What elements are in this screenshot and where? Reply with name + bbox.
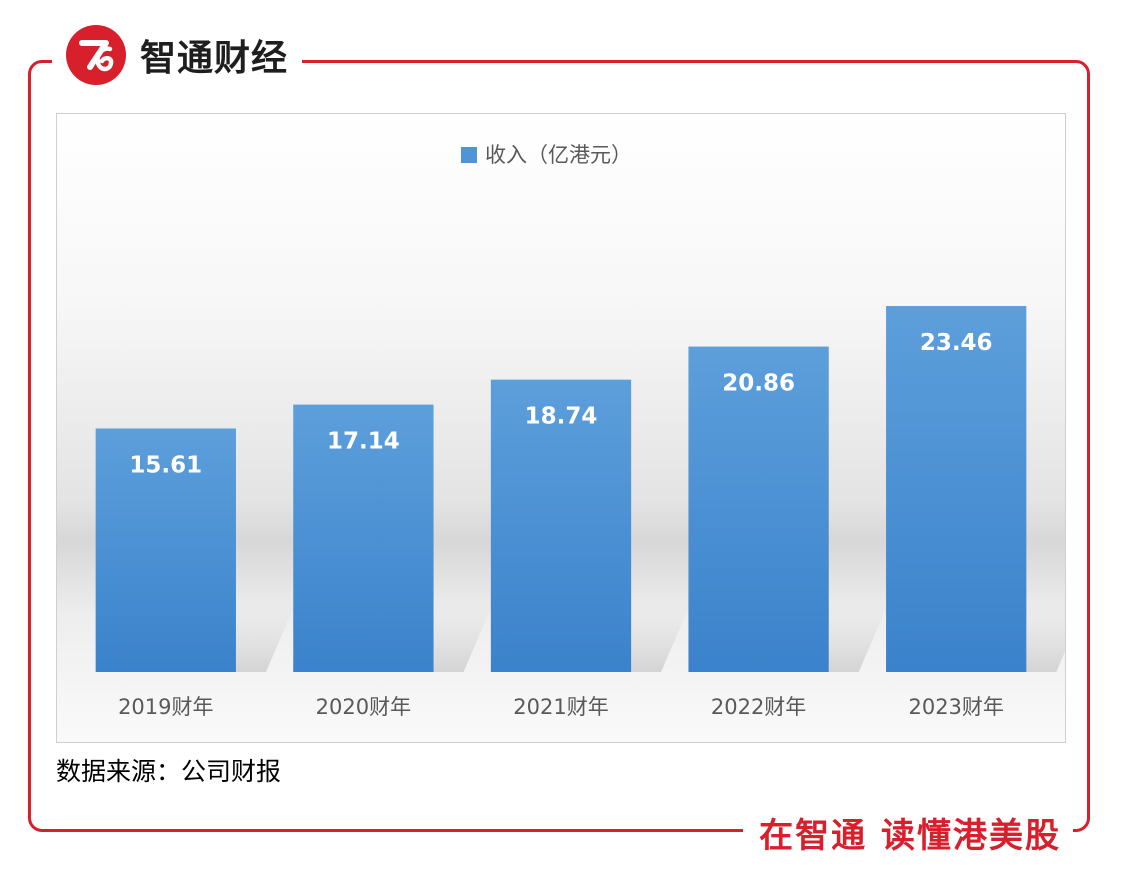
bar-2023财年	[886, 306, 1027, 672]
data-label: 23.46	[920, 330, 993, 356]
data-label: 20.86	[722, 371, 795, 397]
red-frame	[28, 60, 1090, 832]
x-tick-label: 2022财年	[711, 695, 806, 719]
x-tick-label: 2020财年	[316, 695, 411, 719]
legend-swatch	[461, 147, 477, 163]
brand-name: 智通财经	[140, 38, 289, 79]
brand-header: 智通财经	[52, 10, 303, 100]
slogan-block: 在智通 读懂港美股	[743, 806, 1073, 858]
revenue-bar-chart: 收入（亿港元） 15.61 17.14 18.74 20.86 23.46 2019财年…	[95, 143, 1065, 719]
bar-shadow	[433, 602, 494, 672]
bars	[95, 306, 1027, 672]
bar-2020财年	[293, 404, 434, 672]
legend-label: 收入（亿港元）	[485, 143, 632, 167]
x-tick-label: 2023财年	[908, 695, 1003, 719]
data-label: 17.14	[327, 429, 400, 455]
source-note: 数据来源：公司财报	[56, 757, 282, 786]
x-axis-ticks: 2019财年 2020财年 2021财年 2022财年 2023财年	[118, 695, 1004, 719]
bar-shadow	[631, 602, 692, 672]
chart-panel: 收入（亿港元） 15.61 17.14 18.74 20.86 23.46 2019财年…	[56, 113, 1066, 743]
bar-shadow	[235, 602, 296, 672]
bar-2021财年	[490, 379, 632, 672]
bar-shadow	[828, 602, 889, 672]
zhitong-logo-icon	[66, 25, 126, 85]
bar-shadow	[1026, 602, 1065, 672]
x-tick-label: 2019财年	[118, 695, 213, 719]
bar-shadows	[235, 602, 1065, 672]
legend: 收入（亿港元）	[461, 143, 632, 167]
bar-2022财年	[688, 346, 829, 672]
data-label: 18.74	[525, 404, 598, 430]
data-label: 15.61	[129, 452, 202, 478]
bar-2019财年	[95, 428, 236, 672]
data-labels: 15.61 17.14 18.74 20.86 23.46	[129, 330, 992, 478]
slogan: 在智通 读懂港美股	[759, 815, 1061, 856]
x-tick-label: 2021财年	[513, 695, 608, 719]
